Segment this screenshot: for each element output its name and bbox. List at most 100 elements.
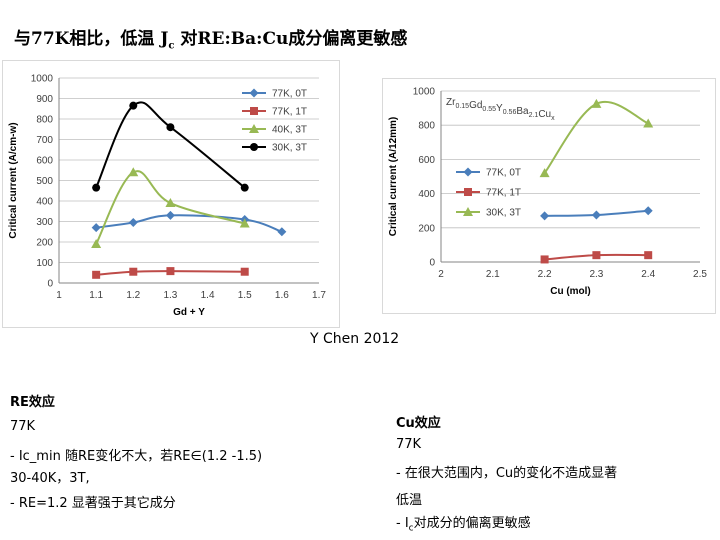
data-point — [91, 223, 101, 233]
legend-label: 77K, 1T — [486, 188, 521, 199]
y-tick-label: 0 — [47, 279, 53, 290]
x-tick-label: 2.1 — [486, 269, 500, 280]
data-point — [129, 101, 138, 110]
series-1 — [92, 267, 249, 279]
x-tick-label: 1.2 — [126, 290, 140, 301]
re-effect-heading: RE效应 — [10, 395, 55, 410]
data-point — [91, 239, 102, 249]
data-point — [240, 267, 249, 276]
y-tick-label: 300 — [36, 217, 53, 228]
y-tick-label: 400 — [418, 189, 435, 200]
x-tick-label: 1.7 — [312, 290, 326, 301]
legend-marker — [249, 124, 259, 133]
x-tick-label: 1 — [56, 290, 62, 301]
legend-label: 77K, 0T — [486, 168, 521, 179]
legend-marker — [250, 107, 258, 115]
legend-label: 30K, 3T — [486, 208, 521, 219]
y-tick-label: 0 — [429, 258, 435, 269]
legend: 77K, 0T 77K, 1T 30K, 3T — [456, 167, 521, 219]
cu-line-range: - 在很大范围内，Cu的变化不造成显著 — [396, 466, 618, 481]
y-tick-label: 700 — [36, 135, 53, 146]
legend-marker — [250, 143, 258, 151]
x-axis-title: Cu (mol) — [550, 286, 591, 297]
x-tick-label: 1.6 — [275, 290, 289, 301]
data-point — [128, 167, 139, 177]
data-point — [92, 270, 101, 279]
y-tick-label: 400 — [36, 197, 53, 208]
series-line — [95, 101, 246, 189]
x-tick-label: 2.3 — [589, 269, 603, 280]
data-point — [165, 210, 175, 220]
y-tick-label: 500 — [36, 176, 53, 187]
x-tick-label: 1.1 — [89, 290, 103, 301]
legend-marker — [249, 88, 259, 98]
data-point — [591, 98, 602, 108]
figure-caption: Y Chen 2012 — [310, 331, 400, 347]
cu-line-ic-prefix: - I — [396, 516, 409, 531]
y-tick-label: 200 — [418, 223, 435, 234]
cu-line-lowtemp: 低温 — [396, 493, 423, 508]
data-point — [644, 251, 653, 260]
chart-gd-y: 0 100 200 300 400 500 600 700 800 900 1000 1 1.1 1.2 1… — [2, 60, 340, 328]
legend-marker — [464, 188, 472, 196]
re-line-77k: 77K — [10, 419, 36, 434]
x-axis-title: Gd + Y — [173, 307, 205, 318]
y-tick-label: 100 — [36, 258, 53, 269]
cu-line-ic-suffix: 对成分的偏离更敏感 — [413, 516, 531, 531]
legend-label: 40K, 3T — [272, 125, 307, 136]
x-tick-label: 2.4 — [641, 269, 655, 280]
x-tick-label: 2.2 — [538, 269, 552, 280]
data-point — [643, 118, 654, 128]
y-tick-label: 1000 — [31, 74, 54, 85]
chart-border — [382, 78, 716, 314]
x-tick-label: 1.3 — [163, 290, 177, 301]
data-point — [166, 267, 175, 276]
legend-marker — [463, 167, 473, 177]
chart-cu: 0 200 400 600 800 1000 2 2.1 2.2 2.3 2.4 2.5 Cu (mol… — [382, 78, 716, 314]
y-tick-label: 600 — [36, 156, 53, 167]
cu-line-77k: 77K — [396, 437, 422, 452]
series-2 — [91, 167, 250, 249]
y-tick-label: 1000 — [413, 87, 436, 98]
title-main: 与77K相比，低温 J — [14, 29, 169, 49]
y-axis-title: Critical current (A/cm-w) — [8, 122, 19, 238]
data-point — [592, 251, 601, 260]
y-tick-label: 800 — [418, 121, 435, 132]
title-subscript: c — [168, 40, 175, 52]
re-line-30-40k: 30-40K，3T, — [10, 471, 90, 486]
legend: 77K, 0T 77K, 1T 40K, 3T 30K, 3T — [242, 88, 307, 154]
x-tick-label: 1.4 — [201, 290, 215, 301]
y-tick-label: 200 — [36, 238, 53, 249]
data-point — [240, 183, 249, 192]
title-tail: 对RE:Ba:Cu成分偏离更敏感 — [174, 29, 408, 49]
slide-title: 与77K相比，低温 Jc 对RE:Ba:Cu成分偏离更敏感 — [14, 24, 407, 51]
x-tick-label: 2.5 — [693, 269, 707, 280]
legend-label: 30K, 3T — [272, 143, 307, 154]
data-point — [92, 183, 101, 192]
data-point — [128, 218, 138, 228]
cu-effect-heading: Cu效应 — [396, 416, 441, 431]
legend-label: 77K, 1T — [272, 107, 307, 118]
y-tick-label: 600 — [418, 155, 435, 166]
chart-formula-title: Zr0.15Gd0.55Y0.56Ba2.1Cux — [446, 97, 555, 122]
data-point — [129, 267, 138, 276]
data-point — [239, 218, 250, 228]
series-line — [95, 170, 245, 245]
series-2 — [539, 98, 654, 178]
chart-border — [2, 60, 340, 328]
series-0 — [91, 210, 287, 237]
data-point — [540, 255, 549, 264]
legend-label: 77K, 0T — [272, 89, 307, 100]
y-axis-title: Critical current (A/12mm) — [388, 117, 399, 236]
y-tick-label: 800 — [36, 115, 53, 126]
y-tick-label: 900 — [36, 94, 53, 105]
x-tick-label: 1.5 — [238, 290, 252, 301]
data-point — [540, 211, 550, 221]
data-point — [165, 198, 176, 208]
x-tick-label: 2 — [438, 269, 444, 280]
data-point — [539, 168, 550, 178]
data-point — [166, 123, 175, 132]
series-line — [96, 270, 245, 276]
cu-line-ic-sub: c — [408, 523, 414, 534]
series-1 — [540, 251, 653, 264]
